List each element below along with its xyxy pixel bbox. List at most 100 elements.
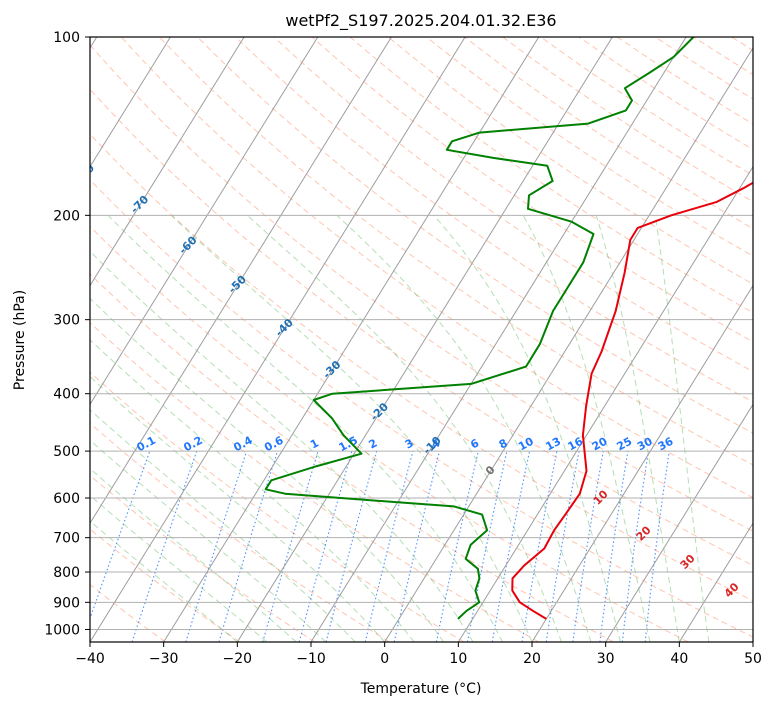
moist-adiabat <box>90 339 415 642</box>
sounding-series <box>264 37 753 620</box>
moist-adiabat <box>522 215 651 642</box>
mixing-ratio-line <box>491 450 531 642</box>
mixing-ratio-label: 25 <box>615 435 635 454</box>
dry-adiabat <box>349 37 753 314</box>
x-tick-label: −20 <box>223 651 253 667</box>
moist-adiabat <box>433 214 621 642</box>
mixing-ratio-line <box>572 451 604 642</box>
isotherm <box>605 403 753 642</box>
y-tick-label: 700 <box>53 531 80 547</box>
y-tick-label: 500 <box>53 444 80 460</box>
x-tick-label: 50 <box>744 651 762 667</box>
dry-adiabat <box>502 37 753 203</box>
dry-adiabat <box>273 37 753 373</box>
isotherm <box>236 37 613 642</box>
x-tick-label: −30 <box>149 651 179 667</box>
moist-adiabat-label: 10 <box>591 487 611 507</box>
moist-adiabat <box>246 214 562 642</box>
mixing-ratio-line <box>364 450 414 642</box>
isotherm-label: -30 <box>320 358 343 381</box>
moist-adiabat <box>90 439 327 642</box>
dry-adiabat <box>197 37 753 434</box>
mixing-ratio-line <box>325 450 378 642</box>
dry-adiabat <box>90 179 753 638</box>
y-tick-label: 400 <box>53 387 80 403</box>
y-tick-label: 600 <box>53 491 80 507</box>
moist-adiabat <box>90 409 356 642</box>
plot-frame <box>89 36 754 643</box>
isotherm <box>310 37 687 642</box>
background-lines <box>90 37 753 642</box>
dry-adiabat <box>464 37 753 230</box>
moist-adiabat <box>595 215 680 642</box>
y-tick-label: 900 <box>53 595 80 611</box>
dry-adiabat <box>693 37 753 76</box>
mixing-ratio-line <box>435 450 479 642</box>
y-axis-ticks: 100 200 300 400 500 600 700 800 900 1000 <box>44 30 90 638</box>
moist-adiabat-label: 40 <box>722 580 742 600</box>
isotherm-label: -70 <box>128 193 151 216</box>
mixing-ratio-line <box>131 450 198 642</box>
mixing-ratio-line <box>185 450 248 642</box>
dry-adiabat <box>90 371 465 642</box>
dry-adiabat <box>90 88 753 567</box>
mixing-ratio-line <box>644 451 670 642</box>
dry-adiabat <box>655 37 753 100</box>
isotherm-label: -90 <box>22 126 45 149</box>
isotherm <box>531 284 753 642</box>
dry-adiabat <box>90 474 315 642</box>
moist-adiabat <box>336 214 592 642</box>
isotherm <box>384 46 753 642</box>
mixing-ratio-label: 16 <box>566 435 586 454</box>
isotherm <box>90 37 392 525</box>
mixing-ratio-line <box>599 451 629 642</box>
isotherm <box>163 37 540 642</box>
isotherm <box>90 37 245 287</box>
line-labels: 0.10.20.40.611.52346810131620253036-100-… <box>22 126 742 600</box>
isotherm <box>457 165 753 642</box>
moist-adiabat <box>90 250 474 642</box>
mixing-ratio-label: 30 <box>635 435 655 454</box>
moist-adiabat <box>654 215 710 642</box>
moist-adiabat <box>90 520 238 642</box>
moist-adiabat <box>90 297 444 642</box>
dry-adiabat <box>540 37 753 176</box>
dewpoint-line <box>264 37 695 620</box>
isotherm-label: -20 <box>368 400 391 423</box>
isotherm <box>90 37 466 642</box>
x-tick-label: −40 <box>75 651 105 667</box>
isotherm <box>90 37 171 168</box>
dry-adiabat <box>311 37 753 343</box>
mixing-ratio-line <box>621 451 650 642</box>
dry-adiabat <box>90 133 753 602</box>
x-tick-label: 20 <box>523 651 541 667</box>
dry-adiabat <box>90 44 753 532</box>
mixing-ratio-line <box>262 450 319 642</box>
x-axis-label: Temperature (°C) <box>360 681 482 697</box>
mixing-ratio-line <box>218 450 279 642</box>
mixing-ratio-label: 36 <box>656 435 676 454</box>
x-tick-label: 0 <box>380 651 389 667</box>
dry-adiabat <box>90 225 689 642</box>
y-tick-label: 100 <box>53 30 80 46</box>
mixing-ratio-label: 20 <box>590 435 610 454</box>
y-axis-label: Pressure (hPa) <box>12 290 28 390</box>
dry-adiabat <box>235 37 753 403</box>
dry-adiabat <box>90 321 540 642</box>
y-tick-label: 300 <box>53 313 80 329</box>
y-tick-label: 1000 <box>44 622 80 638</box>
temperature-line <box>511 181 753 620</box>
y-tick-label: 200 <box>53 208 80 224</box>
isotherm-label: -50 <box>226 273 249 296</box>
isotherm <box>90 37 319 406</box>
x-tick-label: −10 <box>296 651 326 667</box>
moist-adiabat <box>170 214 533 642</box>
y-tick-label: 800 <box>53 565 80 581</box>
mixing-ratio-label: 13 <box>543 435 563 454</box>
isotherm <box>678 522 753 642</box>
isotherm-label: 0 <box>483 463 498 478</box>
chart-title: wetPf2_S197.2025.204.01.32.E36 <box>285 11 556 31</box>
dry-adiabat <box>387 37 753 285</box>
dry-adiabat <box>578 37 753 151</box>
